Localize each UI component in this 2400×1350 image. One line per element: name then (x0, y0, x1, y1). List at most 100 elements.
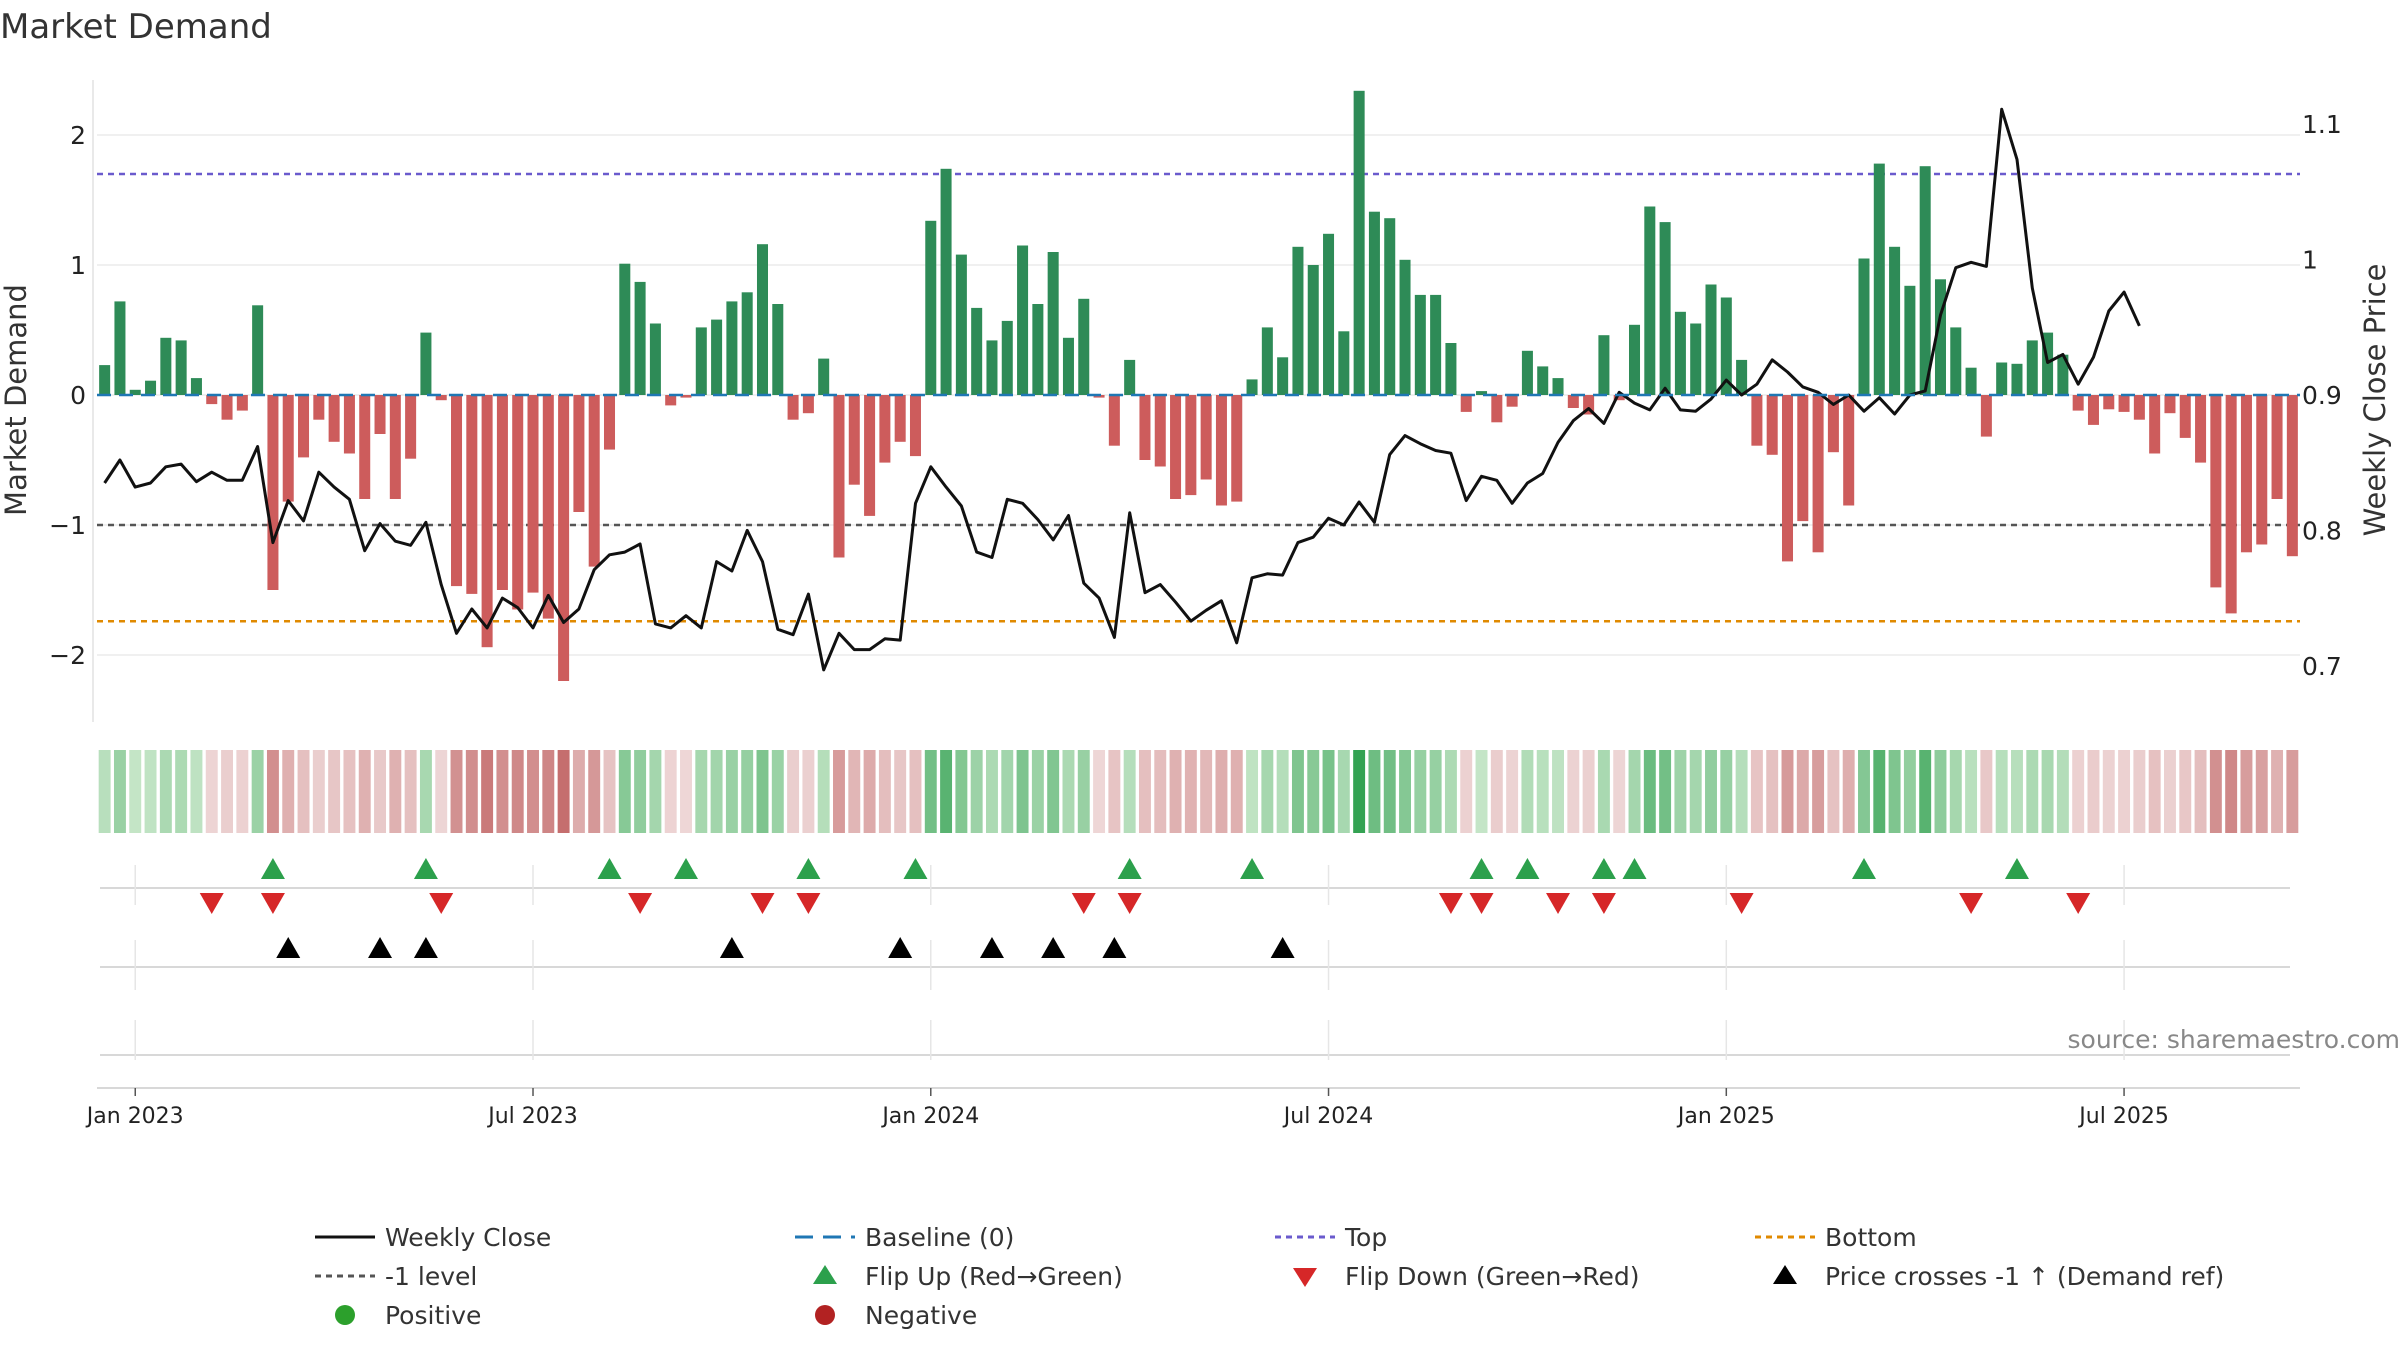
flip-down-marker (260, 893, 285, 914)
heat-cell (833, 750, 845, 833)
heat-cell (2026, 750, 2039, 833)
demand-bar (1613, 395, 1625, 401)
demand-bar (282, 395, 294, 502)
demand-bar (864, 395, 876, 516)
heat-cell (1536, 750, 1549, 833)
demand-bar (129, 389, 141, 395)
heat-cell (297, 750, 310, 833)
demand-bar (1353, 90, 1365, 396)
price-cross-marker (413, 937, 438, 958)
demand-bar (2164, 395, 2176, 414)
demand-bar (1292, 246, 1304, 395)
demand-bar (1583, 395, 1595, 415)
demand-bar (1858, 258, 1870, 395)
heat-cell (2209, 750, 2222, 833)
heat-cell (1047, 750, 1060, 833)
x-tick-label: Jul 2025 (2077, 1104, 2169, 1129)
demand-bar (1674, 311, 1686, 395)
heat-cell (1368, 750, 1381, 833)
legend-item-cross: Price crosses -1 ↑ (Demand ref) (1773, 1262, 2224, 1291)
demand-bar (1598, 335, 1610, 395)
demand-bar (435, 395, 447, 401)
demand-bar (114, 301, 126, 395)
demand-bar (1323, 233, 1335, 395)
left-tick-label: −2 (49, 641, 86, 670)
demand-bar (772, 304, 784, 395)
heat-cell (144, 750, 157, 833)
demand-bar (405, 395, 417, 459)
demand-bar (481, 395, 493, 648)
heat-cell (970, 750, 983, 833)
heat-cell (404, 750, 417, 833)
heat-cell (1888, 750, 1901, 833)
heat-cell (2041, 750, 2054, 833)
demand-bar (1307, 265, 1319, 395)
heat-cell (343, 750, 356, 833)
legend-swatch (1773, 1265, 1797, 1284)
demand-bar (1139, 395, 1151, 460)
heat-cell (618, 750, 631, 833)
demand-bar (1476, 391, 1488, 395)
heat-cell (2056, 750, 2069, 833)
heat-cell (1827, 750, 1840, 833)
heat-cell (2179, 750, 2192, 833)
demand-bar (1904, 285, 1916, 395)
demand-bar (145, 380, 157, 395)
heat-cell (511, 750, 524, 833)
demand-bar (2057, 354, 2069, 395)
demand-bar (2072, 395, 2084, 411)
demand-bar (1093, 395, 1105, 398)
heat-cell (2163, 750, 2176, 833)
demand-bar (1231, 395, 1243, 502)
heat-cell (1552, 750, 1564, 833)
heat-cell (741, 750, 754, 833)
heat-cell (1108, 750, 1121, 833)
demand-bar (2225, 395, 2237, 614)
heat-cell (2133, 750, 2146, 833)
legend-item-flip_up: Flip Up (Red→Green) (813, 1262, 1123, 1291)
flip-down-marker (750, 893, 775, 914)
price-cross-marker (276, 937, 301, 958)
heat-cell (1490, 750, 1503, 833)
demand-bar (1781, 395, 1794, 562)
heat-cell (190, 750, 203, 833)
demand-bar (1185, 395, 1197, 496)
demand-bar (1934, 279, 1946, 395)
axis-ticks: 2 1 0 −1 −2 1.1 1 0.9 0.8 0.7 (49, 110, 2342, 681)
heat-cell (1949, 750, 1962, 833)
heat-cell (282, 750, 295, 833)
heat-cell (159, 750, 172, 833)
demand-bar (1399, 259, 1411, 395)
heat-cell (1353, 750, 1366, 833)
flip-down-marker (2066, 893, 2091, 914)
demand-bar (818, 358, 830, 395)
demand-bar (2179, 395, 2191, 438)
heat-cell (1444, 750, 1457, 833)
legend-label: Flip Up (Red→Green) (865, 1262, 1123, 1291)
demand-bar (1506, 395, 1518, 407)
heat-cell (1781, 750, 1794, 833)
demand-bar (833, 395, 845, 558)
heat-cell (527, 750, 539, 833)
price-cross-marker (888, 937, 913, 958)
heat-cell (1919, 750, 1932, 833)
demand-bar (175, 340, 187, 395)
heat-cell (1873, 750, 1886, 833)
heat-cell (1506, 750, 1519, 833)
heat-cell (2072, 750, 2085, 833)
heat-cell (1246, 750, 1259, 833)
demand-bar (1659, 222, 1671, 395)
demand-bar (695, 327, 707, 395)
demand-bar (160, 337, 172, 395)
demand-bar (955, 254, 967, 395)
heat-cell (1980, 750, 1993, 833)
demand-bar (1690, 323, 1702, 395)
demand-bar (1460, 395, 1472, 412)
heat-cell (1858, 750, 1870, 833)
heat-cell (695, 750, 708, 833)
heat-cell (1567, 750, 1580, 833)
heat-cell (2255, 750, 2268, 833)
demand-bar (542, 395, 554, 619)
heat-cell (389, 750, 402, 833)
heat-cell (236, 750, 249, 833)
